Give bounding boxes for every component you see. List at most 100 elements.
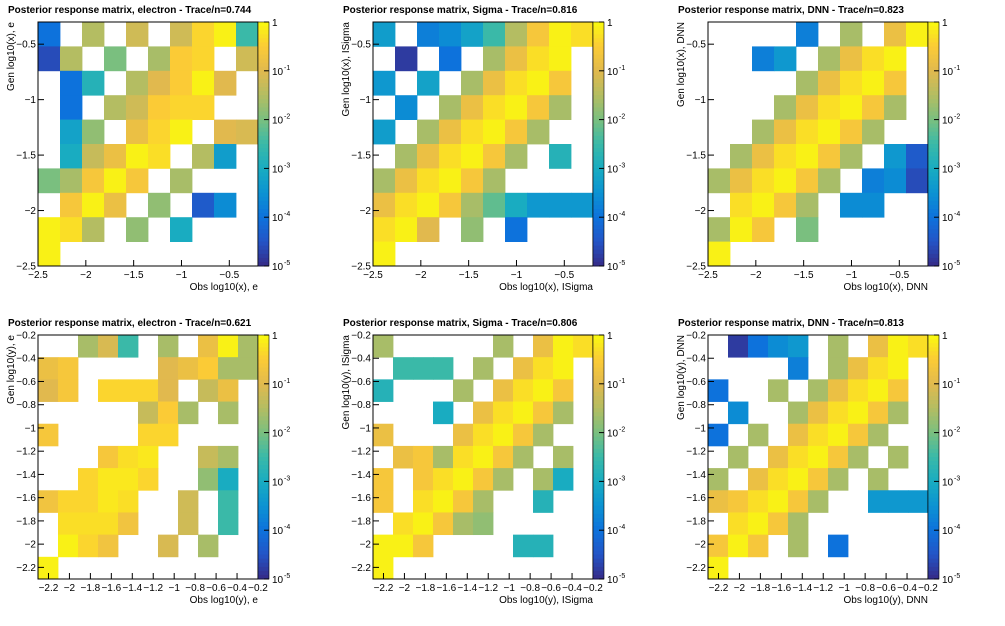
colorbar-segment xyxy=(258,355,269,360)
colorbar-segment xyxy=(258,152,269,157)
heatmap-cell xyxy=(728,512,749,536)
heatmap-cell xyxy=(708,534,729,558)
colorbar-segment xyxy=(593,359,604,364)
colorbar-segment xyxy=(258,95,269,100)
heatmap-cell xyxy=(884,46,907,72)
colorbar-segment xyxy=(258,522,269,527)
colorbar-tick-label: 10 xyxy=(272,67,284,78)
heatmap-cell xyxy=(513,445,534,469)
heatmap-cell xyxy=(218,357,239,380)
colorbar-tick-exponent: -2 xyxy=(619,114,625,121)
heatmap-cell xyxy=(473,468,494,491)
heatmap-cell xyxy=(862,46,885,72)
colorbar-segment xyxy=(928,428,939,434)
colorbar-segment xyxy=(928,99,939,104)
heatmap-cell xyxy=(395,46,418,72)
colorbar-segment xyxy=(593,184,604,190)
colorbar-segment xyxy=(258,131,269,137)
heatmap-cell xyxy=(571,22,594,47)
heatmap-cell xyxy=(393,534,414,558)
y-axis-label: Gen log10(x), DNN xyxy=(676,22,687,107)
heatmap-cell xyxy=(138,379,159,402)
colorbar-segment xyxy=(593,257,604,263)
colorbar-segment xyxy=(593,152,604,157)
colorbar-segment xyxy=(928,144,939,149)
colorbar-tick-exponent: -1 xyxy=(284,378,290,385)
heatmap-cell xyxy=(748,468,769,491)
colorbar-segment xyxy=(258,481,269,486)
colorbar-segment xyxy=(593,554,604,560)
heatmap-cell xyxy=(373,217,396,242)
heatmap-cell xyxy=(214,70,237,96)
heatmap-cell xyxy=(178,401,199,425)
heatmap-cell xyxy=(862,119,885,145)
heatmap-cell xyxy=(533,534,554,558)
heatmap-cell xyxy=(118,379,139,402)
heatmap-cell xyxy=(198,534,219,558)
colorbar-segment xyxy=(928,452,939,458)
x-tick-label: −1.6 xyxy=(101,583,121,594)
x-tick-label: −2 xyxy=(64,583,76,594)
colorbar-segment xyxy=(928,131,939,137)
colorbar-segment xyxy=(928,375,939,381)
heatmap-cell xyxy=(461,192,484,218)
colorbar-segment xyxy=(928,509,939,515)
colorbar-segment xyxy=(258,493,269,499)
colorbar-segment xyxy=(928,530,939,535)
colorbar-segment xyxy=(593,343,604,348)
colorbar-segment xyxy=(928,184,939,190)
colorbar-segment xyxy=(258,46,269,51)
heatmap-cell xyxy=(170,70,193,96)
heatmap-cell xyxy=(473,445,494,469)
colorbar-tick-label: 1 xyxy=(942,331,948,342)
heatmap-cell xyxy=(78,335,99,358)
colorbar-tick-label: 10 xyxy=(942,526,954,537)
colorbar-segment xyxy=(258,139,269,145)
heatmap-cell xyxy=(104,192,127,218)
colorbar-segment xyxy=(258,465,269,470)
heatmap-cell xyxy=(178,490,199,513)
y-tick-label: −1.5 xyxy=(16,151,36,162)
colorbar-segment xyxy=(928,518,939,523)
colorbar-segment xyxy=(928,188,939,194)
colorbar-segment xyxy=(928,119,939,125)
colorbar-segment xyxy=(258,172,269,178)
heatmap-cell xyxy=(413,512,434,536)
heatmap-cell xyxy=(708,556,729,580)
heatmap-cell xyxy=(395,144,418,169)
heatmap-cell xyxy=(808,445,829,469)
colorbar-segment xyxy=(258,74,269,80)
heatmap-cell xyxy=(868,490,889,513)
heatmap-cell xyxy=(170,168,193,194)
colorbar-tick-exponent: -1 xyxy=(954,378,960,385)
heatmap-cell xyxy=(808,468,829,491)
heatmap-cell xyxy=(818,70,841,96)
x-tick-label: −1 xyxy=(176,270,188,281)
heatmap-cell xyxy=(493,335,514,358)
y-tick-label: −2.5 xyxy=(351,262,371,273)
y-tick-label: −0.6 xyxy=(686,377,706,388)
colorbar-segment xyxy=(258,343,269,348)
heatmap-cell xyxy=(238,357,259,380)
colorbar-tick-exponent: -3 xyxy=(619,162,625,169)
colorbar-segment xyxy=(258,233,269,239)
heatmap-cell xyxy=(373,423,394,447)
heatmap-cell xyxy=(38,423,59,447)
colorbar-segment xyxy=(928,461,939,466)
colorbar-segment xyxy=(593,534,604,539)
colorbar-segment xyxy=(928,355,939,360)
colorbar-tick-exponent: -3 xyxy=(284,162,290,169)
colorbar-segment xyxy=(928,497,939,503)
colorbar-segment xyxy=(593,387,604,393)
colorbar-segment xyxy=(258,87,269,92)
colorbar-segment xyxy=(258,562,269,568)
colorbar-segment xyxy=(593,30,604,35)
colorbar-tick-exponent: -2 xyxy=(954,114,960,121)
colorbar-segment xyxy=(593,391,604,397)
x-tick-label: −0.8 xyxy=(520,583,540,594)
heatmap-cell xyxy=(527,70,550,96)
colorbar-segment xyxy=(593,115,604,121)
colorbar-tick-label: 10 xyxy=(942,67,954,78)
colorbar-tick-label: 10 xyxy=(272,526,284,537)
x-tick-label: −1.8 xyxy=(751,583,771,594)
